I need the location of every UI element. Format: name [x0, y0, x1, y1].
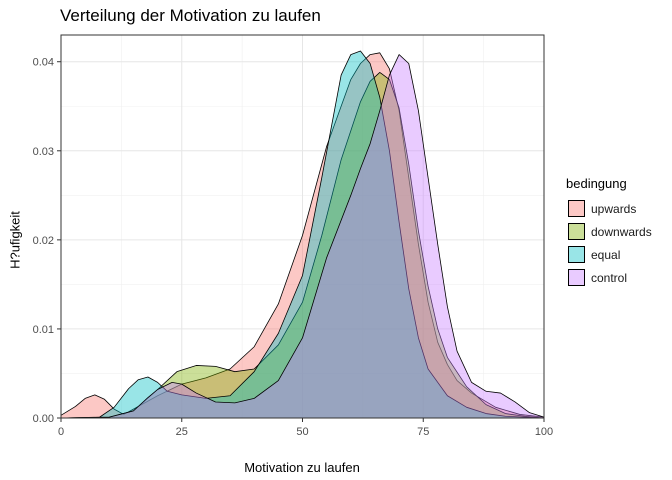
- density-area-equal: [60, 50, 545, 419]
- chart-title: Verteilung der Motivation zu laufen: [60, 6, 321, 25]
- legend-key-equal: [568, 246, 585, 263]
- y-tick-label: 0.00: [33, 413, 54, 425]
- legend-key-downwards: [568, 223, 585, 240]
- legend-title: bedingung: [566, 176, 627, 191]
- x-tick-label: 25: [176, 426, 188, 438]
- y-tick-label: 0.02: [33, 235, 54, 247]
- legend-item-upwards: upwards: [566, 197, 652, 220]
- x-axis-label: Motivation zu laufen: [244, 460, 360, 475]
- y-tick-label: 0.03: [33, 146, 54, 158]
- y-tick-label: 0.01: [33, 324, 54, 336]
- y-axis-label: H?ufigkeit: [7, 211, 23, 269]
- legend-key-control: [568, 269, 585, 286]
- density-area-control: [60, 54, 545, 419]
- x-tick-label: 75: [417, 426, 429, 438]
- legend-label-control: control: [591, 270, 628, 285]
- legend-label-equal: equal: [591, 247, 621, 262]
- x-tick-label: 50: [296, 426, 308, 438]
- density-area-downwards: [60, 72, 545, 419]
- legend-item-equal: equal: [566, 243, 652, 266]
- legend-label-upwards: upwards: [591, 201, 637, 216]
- legend-label-downwards: downwards: [591, 224, 652, 239]
- y-tick-label: 0.04: [33, 57, 54, 69]
- legend-item-control: control: [566, 266, 652, 289]
- x-tick-label: 100: [535, 426, 553, 438]
- x-tick-label: 0: [58, 426, 64, 438]
- legend: bedingung upwards downwards equal contro…: [566, 176, 652, 289]
- legend-key-upwards: [568, 200, 585, 217]
- legend-item-downwards: downwards: [566, 220, 652, 243]
- density-area-upwards: [60, 52, 545, 419]
